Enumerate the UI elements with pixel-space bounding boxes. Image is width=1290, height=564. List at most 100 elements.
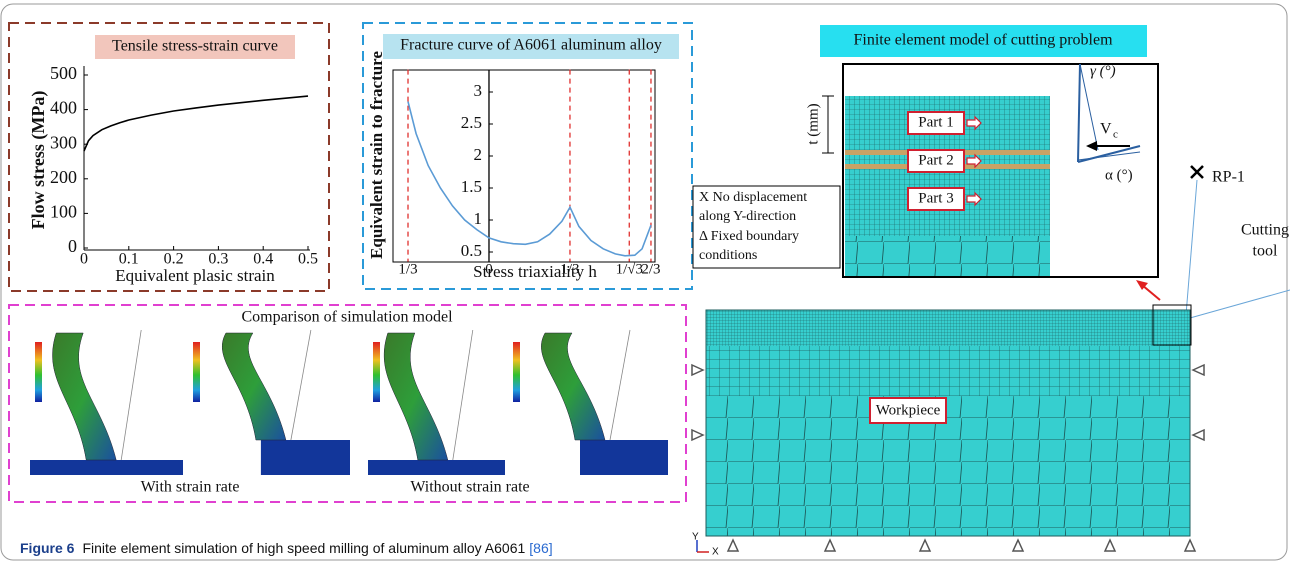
sim-chip (52, 332, 117, 461)
sim-base (30, 460, 183, 475)
sim-base (260, 440, 350, 475)
axis-label: X (712, 547, 719, 558)
workpiece-label: Workpiece (876, 402, 941, 418)
workpiece-outline (705, 309, 1191, 537)
boundary-symbol (823, 538, 837, 552)
sim-base (368, 460, 505, 475)
legend-text: conditions (699, 248, 757, 263)
boundary-symbol (918, 538, 932, 552)
tool-label: tool (1253, 243, 1278, 260)
panel-border (8, 304, 687, 503)
velocity-sub: c (1113, 129, 1118, 141)
boundary-symbol (1191, 428, 1205, 442)
sim-chip (221, 332, 287, 441)
part-box (907, 187, 965, 211)
y-tick-label: 300 (50, 132, 77, 152)
x-tick-label: 1/√3 (616, 261, 643, 277)
rake-angle: γ (°) (1090, 63, 1116, 79)
y-tick-label: 2 (473, 145, 482, 164)
tool-label: Cutting (1241, 222, 1289, 239)
caption-label: Figure 6 (20, 540, 75, 556)
y-tick-label: 0 (68, 236, 77, 256)
zoom-marker (1152, 304, 1192, 346)
boundary-symbol (1183, 538, 1197, 552)
y-axis-title: Flow stress (MPa) (28, 91, 49, 230)
x-tick-label: 1/3 (560, 261, 579, 277)
y-tick-label: 400 (50, 98, 77, 118)
tool-edge (1077, 151, 1141, 161)
x-tick-label: 0.3 (208, 251, 228, 268)
sim-tool (609, 329, 631, 441)
panel-border (8, 22, 330, 292)
caption-ref[interactable]: [86] (529, 540, 552, 556)
mesh-coarse (845, 236, 1050, 276)
x-axis-title: Stress triaxiality h (473, 262, 597, 281)
x-tick-label: 0 (485, 261, 493, 277)
boundary-symbol (691, 428, 705, 442)
sim-chip (383, 332, 449, 461)
legend-text: Δ Fixed boundary (699, 229, 799, 244)
workpiece-coarse (706, 396, 1190, 536)
workpiece-mid (706, 346, 1190, 396)
x-tick-label: 1/3 (398, 261, 417, 277)
fe-model: Finite element model of cutting problem … (691, 25, 1290, 558)
tool-edge (1077, 63, 1081, 163)
y-axis-title: Equivalent strain to fracture (367, 51, 386, 259)
x-tick-label: 0.5 (298, 251, 318, 268)
tool-line (1185, 179, 1198, 316)
y-tick-label: 1 (473, 209, 482, 228)
zoom-arrowhead (1136, 280, 1148, 290)
y-tick-label: 0.5 (461, 241, 482, 260)
rp-label: RP-1 (1212, 169, 1245, 186)
sim-label: With strain rate (141, 479, 240, 496)
caption: Figure 6 Finite element simulation of hig… (20, 540, 553, 556)
boundary-symbol (1103, 538, 1117, 552)
sim-tool (290, 329, 312, 441)
part-label: Part 3 (918, 190, 953, 206)
figure-frame (0, 3, 1288, 561)
panel-title: Tensile stress-strain curve (112, 38, 278, 55)
sim-colorbar (193, 342, 200, 402)
data-line (407, 101, 652, 257)
panel-title: Comparison of simulation model (241, 309, 453, 326)
thickness-label: t (mm) (805, 103, 821, 144)
title-bg (383, 34, 679, 59)
rp-mark (1190, 165, 1204, 179)
boundary-symbol (691, 363, 705, 377)
y-tick-label: 1.5 (461, 177, 482, 196)
sim-label: Without strain rate (410, 479, 529, 496)
sim-colorbar (35, 342, 42, 402)
legend-text: X No displacement (699, 190, 807, 205)
x-tick-label: 0.1 (119, 251, 139, 268)
part-box (907, 111, 965, 135)
axis-label: Y (692, 532, 699, 543)
boundary-symbol (1011, 538, 1025, 552)
x-tick-label: 2/3 (641, 261, 660, 277)
panel-stress-strain: Tensile stress-strain curve Flow stress … (8, 22, 330, 292)
x-tick-label: 0.2 (164, 251, 184, 268)
velocity: V (1100, 121, 1112, 138)
sim-base (580, 440, 668, 475)
workpiece-fine (706, 310, 1190, 346)
y-tick-label: 200 (50, 167, 77, 187)
part-box (907, 149, 965, 173)
legend-text: along Y-direction (699, 209, 796, 224)
sim-chip (541, 332, 606, 441)
y-tick-label: 500 (50, 63, 77, 83)
tool-edge (1079, 63, 1099, 151)
part-label: Part 2 (918, 152, 953, 168)
sim-colorbar (373, 342, 380, 402)
plot-frame (392, 69, 656, 263)
y-tick-label: 100 (50, 202, 77, 222)
part-arrow (966, 153, 982, 169)
title-bg (95, 35, 295, 59)
part-label: Part 1 (918, 114, 953, 130)
sim-tool (452, 329, 474, 461)
legend-box (692, 185, 841, 269)
title-bg (820, 25, 1147, 57)
boundary-symbol (1191, 363, 1205, 377)
part-arrow (966, 191, 982, 207)
sim-tool (120, 329, 142, 461)
clearance-angle: α (°) (1105, 167, 1133, 183)
